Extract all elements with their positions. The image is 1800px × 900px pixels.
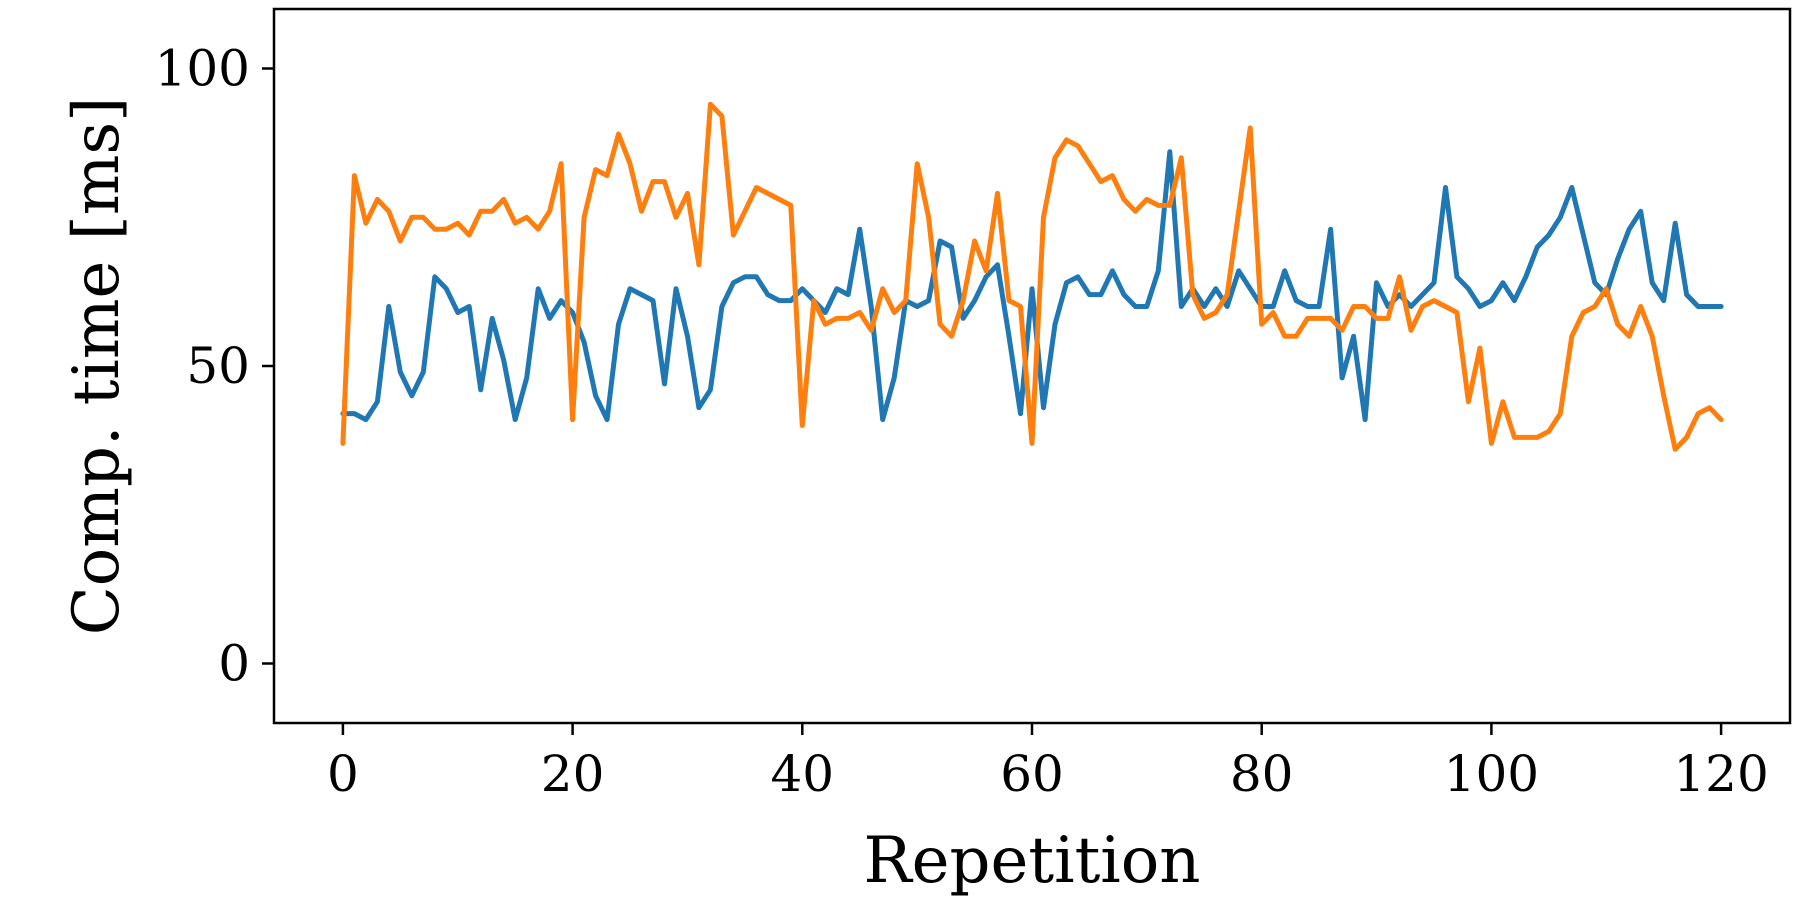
y-axis-label: Comp. time [ms]: [60, 97, 134, 635]
x-tick-label: 40: [770, 745, 834, 803]
x-tick-label: 100: [1444, 745, 1539, 803]
y-axis: 0 50 100: [155, 40, 274, 693]
x-tick-label: 60: [1000, 745, 1064, 803]
series-line-2: [340, 101, 1724, 452]
x-tick-label: 0: [327, 745, 359, 803]
y-tick-label: 100: [155, 40, 250, 98]
series-line-1: [340, 149, 1724, 423]
x-axis-label: Repetition: [863, 824, 1200, 898]
x-tick-label: 120: [1673, 745, 1768, 803]
x-axis: 0 20 40 60 80 100 120: [327, 723, 1769, 803]
x-tick-label: 20: [541, 745, 605, 803]
series-layer: [340, 101, 1724, 452]
plot-area: [274, 9, 1790, 723]
x-tick-label: 80: [1230, 745, 1294, 803]
y-tick-label: 50: [186, 337, 250, 395]
y-tick-label: 0: [218, 635, 250, 693]
